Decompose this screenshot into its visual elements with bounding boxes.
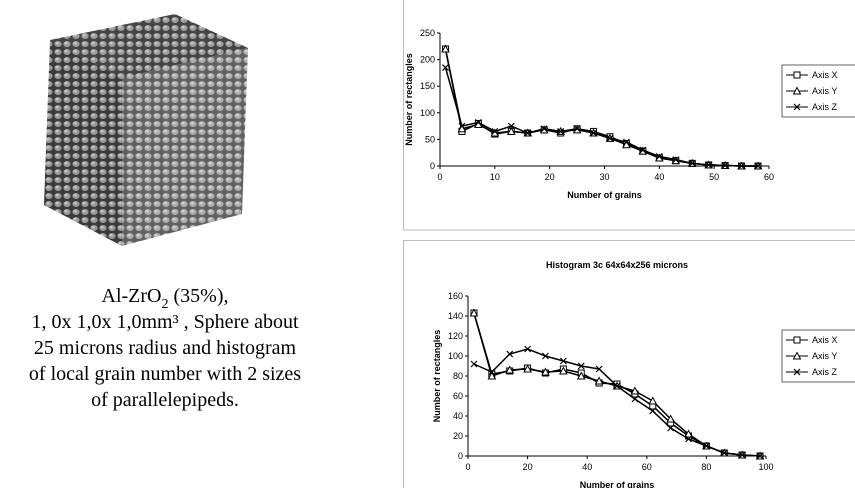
y-tick-label: 120 xyxy=(448,331,463,341)
y-axis-label: Number of rectangles xyxy=(404,53,414,146)
series-line xyxy=(445,49,758,166)
y-tick-label: 20 xyxy=(453,431,463,441)
legend-label: Axis Y xyxy=(812,86,837,96)
x-tick-label: 10 xyxy=(490,172,500,182)
y-tick-label: 150 xyxy=(420,81,435,91)
caption-line: 25 microns radius and histogram xyxy=(34,337,297,359)
legend-label: Axis Z xyxy=(812,367,838,377)
x-tick-label: 40 xyxy=(582,462,592,472)
y-tick-label: 200 xyxy=(420,55,435,65)
x-tick-label: 0 xyxy=(437,172,442,182)
legend-label: Axis Y xyxy=(812,351,837,361)
legend-label: Axis Z xyxy=(812,102,838,112)
x-axis-label: Number of grains xyxy=(567,190,642,200)
caption-line: 1, 0x 1,0x 1,0mm³ , Sphere about xyxy=(31,311,299,333)
y-tick-label: 100 xyxy=(448,351,463,361)
caption-text: (35%), xyxy=(169,285,229,307)
caption-text: Al-ZrO xyxy=(102,285,162,307)
x-tick-label: 60 xyxy=(764,172,774,182)
marker xyxy=(649,398,656,405)
caption-subscript: 2 xyxy=(162,297,169,312)
y-tick-label: 40 xyxy=(453,411,463,421)
y-tick-label: 50 xyxy=(425,134,435,144)
series-line xyxy=(445,49,758,166)
grain-render xyxy=(44,14,248,246)
series-line xyxy=(445,68,758,166)
chart-title: Histogram 3c 64x64x256 microns xyxy=(546,260,688,270)
caption-line: Al-ZrO2 (35%), xyxy=(102,285,229,312)
marker xyxy=(794,72,800,78)
page: {"caption": {"first_line": ["Al-ZrO", "2… xyxy=(0,0,855,488)
x-tick-label: 30 xyxy=(599,172,609,182)
series-line xyxy=(474,349,760,456)
x-tick-label: 20 xyxy=(523,462,533,472)
y-tick-label: 100 xyxy=(420,108,435,118)
y-tick-label: 0 xyxy=(458,451,463,461)
x-tick-label: 40 xyxy=(654,172,664,182)
y-tick-label: 250 xyxy=(420,28,435,38)
figure: Al-ZrO2 (35%), 1, 0x 1,0x 1,0mm³ , Spher… xyxy=(0,0,855,488)
y-axis-label: Number of rectangles xyxy=(432,330,442,423)
marker xyxy=(794,337,800,343)
y-tick-label: 160 xyxy=(448,291,463,301)
y-tick-label: 60 xyxy=(453,391,463,401)
y-tick-label: 140 xyxy=(448,311,463,321)
x-tick-label: 80 xyxy=(701,462,711,472)
caption-line: of parallelepipeds. xyxy=(91,389,239,411)
y-tick-label: 0 xyxy=(430,161,435,171)
x-tick-label: 50 xyxy=(709,172,719,182)
legend-label: Axis X xyxy=(812,70,838,80)
marker xyxy=(471,361,477,367)
x-tick-label: 100 xyxy=(758,462,773,472)
x-tick-label: 60 xyxy=(642,462,652,472)
x-axis-label: Number of grains xyxy=(580,480,655,488)
x-tick-label: 0 xyxy=(465,462,470,472)
caption-line: of local grain number with 2 sizes xyxy=(29,363,301,385)
x-tick-label: 20 xyxy=(545,172,555,182)
y-tick-label: 80 xyxy=(453,371,463,381)
legend-label: Axis X xyxy=(812,335,838,345)
